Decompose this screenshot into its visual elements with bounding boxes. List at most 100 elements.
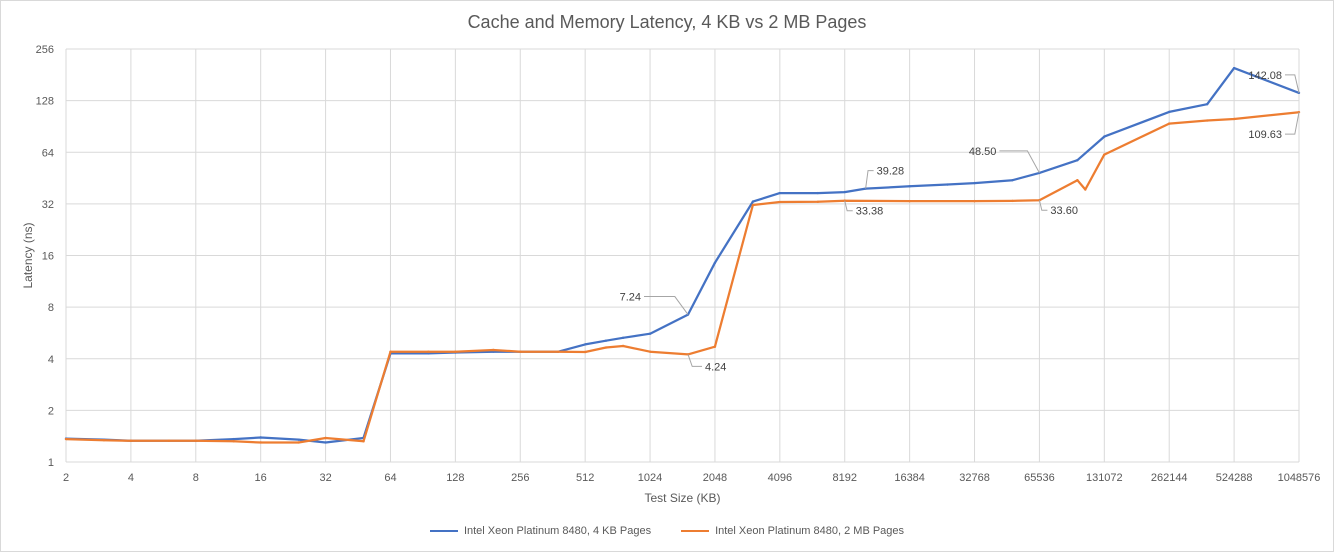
data-label-leader	[687, 354, 703, 367]
data-point	[621, 344, 625, 348]
data-point	[259, 441, 262, 444]
data-point	[816, 191, 820, 195]
legend-item-2mb: Intel Xeon Platinum 8480, 2 MB Pages	[681, 525, 904, 537]
x-tick-label: 131072	[1086, 472, 1123, 484]
x-tick-label: 64	[384, 472, 396, 484]
data-point	[1232, 117, 1236, 121]
data-point	[1011, 199, 1014, 203]
legend-item-4kb: Intel Xeon Platinum 8480, 4 KB Pages	[429, 525, 652, 537]
data-point	[604, 339, 608, 342]
data-point	[973, 199, 976, 203]
data-label: 142.08	[1248, 70, 1282, 82]
legend: Intel Xeon Platinum 8480, 4 KB Pages Int…	[1, 525, 1333, 537]
x-tick-label: 1024	[638, 472, 662, 484]
y-axis-title: Latency (ns)	[21, 222, 35, 288]
x-tick-label: 16	[255, 472, 267, 484]
data-label-leader	[1038, 200, 1048, 211]
data-point	[1103, 153, 1106, 156]
data-label: 33.38	[856, 206, 884, 218]
data-point	[324, 441, 327, 444]
data-label-leader	[844, 200, 853, 212]
x-tick-label: 4096	[768, 472, 792, 484]
data-point	[519, 350, 522, 353]
x-tick-label: 2	[63, 472, 69, 484]
data-point	[297, 441, 300, 444]
data-point	[297, 438, 300, 441]
data-point	[232, 440, 235, 443]
data-point	[778, 191, 782, 195]
y-tick-label: 256	[36, 44, 54, 56]
x-tick-label: 8	[193, 472, 199, 484]
data-point	[908, 185, 911, 188]
data-label: 48.50	[969, 146, 997, 158]
data-label: 7.24	[620, 292, 641, 304]
x-tick-label: 2048	[703, 472, 727, 484]
data-point	[1232, 66, 1236, 70]
data-point	[1076, 159, 1079, 162]
x-tick-label: 32	[319, 472, 331, 484]
data-label-leader	[1285, 74, 1300, 93]
x-tick-label: 262144	[1151, 472, 1188, 484]
data-point	[362, 440, 365, 443]
data-point	[389, 350, 392, 353]
legend-swatch-2mb	[681, 530, 710, 532]
data-point	[843, 190, 846, 194]
data-point	[1168, 110, 1171, 114]
y-tick-label: 4	[48, 354, 54, 366]
x-tick-label: 32768	[959, 472, 990, 484]
data-point	[1205, 119, 1209, 122]
data-label-leader	[644, 296, 689, 315]
data-point	[778, 200, 782, 204]
data-point	[1205, 103, 1209, 106]
data-point	[908, 199, 911, 203]
data-point	[621, 336, 625, 339]
data-label-leader	[999, 150, 1040, 174]
y-tick-label: 2	[48, 405, 54, 417]
data-point	[648, 332, 652, 335]
data-point	[167, 439, 171, 442]
data-point	[492, 348, 495, 352]
data-point	[259, 436, 262, 439]
x-tick-label: 16384	[894, 472, 925, 484]
data-point	[129, 439, 133, 442]
x-tick-label: 1048576	[1278, 472, 1321, 484]
data-point	[583, 343, 587, 346]
x-tick-label: 524288	[1216, 472, 1253, 484]
legend-label-2mb: Intel Xeon Platinum 8480, 2 MB Pages	[715, 525, 905, 537]
data-label-leader	[865, 170, 874, 189]
data-point	[427, 350, 430, 353]
data-point	[1084, 188, 1087, 191]
data-point	[557, 350, 560, 353]
data-label: 33.60	[1050, 205, 1078, 217]
data-point	[604, 346, 608, 349]
data-point	[232, 437, 235, 441]
x-tick-label: 65536	[1024, 472, 1055, 484]
x-tick-label: 8192	[832, 472, 856, 484]
data-point	[194, 439, 197, 442]
y-tick-label: 8	[48, 302, 54, 314]
legend-label-4kb: Intel Xeon Platinum 8480, 4 KB Pages	[463, 525, 652, 537]
x-tick-label: 256	[511, 472, 529, 484]
data-point	[454, 350, 457, 353]
data-point	[946, 183, 949, 186]
y-tick-label: 64	[42, 147, 54, 159]
y-tick-label: 1	[48, 457, 54, 469]
data-point	[751, 203, 755, 207]
data-label: 109.63	[1248, 129, 1282, 141]
data-point	[713, 345, 717, 348]
data-label-leader	[1285, 112, 1300, 135]
data-point	[648, 350, 652, 353]
chart-title: Cache and Memory Latency, 4 KB vs 2 MB P…	[467, 12, 867, 32]
data-label: 4.24	[705, 361, 726, 373]
series-line-4kb	[65, 66, 1300, 444]
x-tick-label: 128	[446, 472, 464, 484]
data-label: 39.28	[877, 166, 905, 178]
data-point	[102, 439, 106, 442]
x-tick-label: 4	[128, 472, 134, 484]
data-point	[713, 261, 717, 265]
data-point	[324, 436, 327, 440]
legend-swatch-4kb	[429, 530, 458, 532]
data-point	[1011, 178, 1014, 182]
y-tick-label: 32	[42, 199, 54, 211]
